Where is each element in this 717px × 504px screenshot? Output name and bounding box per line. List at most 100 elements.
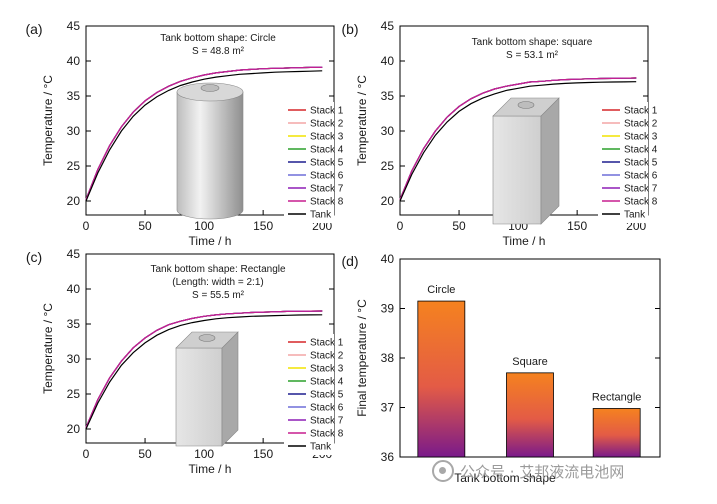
y-tick-label: 30 bbox=[381, 124, 395, 138]
legend-entry: Stack 6 bbox=[624, 171, 658, 182]
series-line-tank bbox=[85, 314, 323, 430]
series-line-stack-8 bbox=[85, 310, 323, 428]
legend-entry: Stack 7 bbox=[310, 416, 344, 427]
y-tick-label: 45 bbox=[381, 19, 395, 33]
x-tick-label: 50 bbox=[138, 219, 152, 233]
annotation-line-2: (Length: width = 2:1) bbox=[172, 277, 263, 288]
y-tick-label: 35 bbox=[67, 317, 81, 331]
legend: Stack 1 Stack 2 Stack 3 Stack 4 Stack 5 Stack… bbox=[284, 102, 344, 223]
y-tick-label: 25 bbox=[381, 159, 395, 173]
chart-panel-d: (d) 36 37 38 39 40 Final temperature / °C Circl… bbox=[341, 252, 661, 485]
x-tick-label: 50 bbox=[138, 447, 152, 461]
legend-entry: Tank bbox=[310, 210, 332, 221]
bar-label: Circle bbox=[427, 284, 455, 296]
y-tick-label: 39 bbox=[381, 302, 395, 316]
chart-panel-c: (c) 20 25 30 35 40 45 Temperature / °C 0 50 100 150… bbox=[26, 247, 344, 476]
tank-port bbox=[517, 101, 535, 109]
legend-entry: Stack 1 bbox=[310, 338, 344, 349]
legend-entry: Stack 5 bbox=[310, 158, 344, 169]
x-tick-label: 0 bbox=[83, 447, 90, 461]
wechat-logo-icon bbox=[432, 460, 454, 482]
x-axis-label: Time / h bbox=[503, 234, 546, 248]
legend-entry: Stack 3 bbox=[624, 132, 658, 143]
panel-label: (a) bbox=[25, 21, 42, 37]
tank-illustration bbox=[492, 97, 560, 225]
legend: Stack 1 Stack 2 Stack 3 Stack 4 Stack 5 Stack… bbox=[598, 102, 658, 223]
legend-entry: Stack 8 bbox=[310, 197, 344, 208]
series-line-tank bbox=[85, 70, 323, 202]
y-tick-label: 25 bbox=[67, 387, 81, 401]
annotation-shape: Tank bottom shape: square bbox=[472, 37, 593, 48]
y-tick-label: 45 bbox=[67, 19, 81, 33]
tank-side bbox=[540, 97, 560, 225]
tank-front bbox=[175, 347, 223, 447]
annotation-line-3: S = 55.5 m² bbox=[192, 290, 245, 301]
y-axis-label: Temperature / °C bbox=[41, 75, 55, 166]
y-tick-label: 40 bbox=[381, 54, 395, 68]
annotation-shape: Tank bottom shape: Rectangle bbox=[150, 264, 286, 275]
y-axis-label: Temperature / °C bbox=[41, 303, 55, 394]
legend-entry: Stack 6 bbox=[310, 403, 344, 414]
series-line-tank bbox=[399, 81, 637, 202]
bar-label: Square bbox=[512, 356, 547, 368]
y-tick-label: 40 bbox=[67, 282, 81, 296]
legend-entry: Stack 5 bbox=[310, 390, 344, 401]
y-tick-label: 36 bbox=[381, 450, 395, 464]
bar-rectangle bbox=[592, 408, 641, 458]
x-tick-label: 50 bbox=[452, 219, 466, 233]
bar-circle bbox=[417, 300, 466, 458]
legend-entry: Stack 4 bbox=[624, 145, 658, 156]
tank-front bbox=[492, 115, 542, 225]
panel-label: (c) bbox=[26, 249, 42, 265]
y-tick-label: 35 bbox=[381, 89, 395, 103]
y-tick-label: 20 bbox=[381, 194, 395, 208]
y-tick-label: 40 bbox=[381, 252, 395, 266]
tank-port bbox=[198, 334, 216, 342]
panel-label: (d) bbox=[341, 253, 358, 269]
legend-entry: Stack 2 bbox=[310, 119, 344, 130]
legend-entry: Stack 6 bbox=[310, 171, 344, 182]
x-tick-label: 100 bbox=[194, 219, 214, 233]
x-tick-label: 150 bbox=[253, 219, 273, 233]
y-tick-label: 20 bbox=[67, 422, 81, 436]
x-tick-label: 0 bbox=[83, 219, 90, 233]
tank-body bbox=[176, 91, 244, 220]
y-tick-label: 30 bbox=[67, 124, 81, 138]
legend-entry: Stack 8 bbox=[624, 197, 658, 208]
x-tick-label: 100 bbox=[194, 447, 214, 461]
tank-port bbox=[200, 84, 220, 92]
bar-square bbox=[506, 372, 554, 458]
legend-entry: Stack 3 bbox=[310, 132, 344, 143]
tank-top bbox=[176, 82, 244, 102]
y-tick-label: 20 bbox=[67, 194, 81, 208]
tank-illustration bbox=[175, 331, 239, 447]
legend-entry: Stack 7 bbox=[624, 184, 658, 195]
legend-entry: Stack 1 bbox=[310, 106, 344, 117]
y-tick-label: 25 bbox=[67, 159, 81, 173]
y-axis-label: Temperature / °C bbox=[355, 75, 369, 166]
legend-entry: Stack 2 bbox=[624, 119, 658, 130]
legend-entry: Stack 4 bbox=[310, 377, 344, 388]
x-axis-label: Time / h bbox=[189, 234, 232, 248]
tank-side bbox=[221, 331, 239, 447]
y-tick-label: 37 bbox=[381, 401, 395, 415]
legend-entry: Stack 1 bbox=[624, 106, 658, 117]
series-line-stack-8 bbox=[399, 77, 637, 200]
legend-entry: Stack 7 bbox=[310, 184, 344, 195]
annotation-line-2: S = 48.8 m² bbox=[192, 46, 245, 57]
y-tick-label: 35 bbox=[67, 89, 81, 103]
legend-entry: Stack 2 bbox=[310, 351, 344, 362]
legend-entry: Stack 5 bbox=[624, 158, 658, 169]
x-tick-label: 0 bbox=[397, 219, 404, 233]
watermark-text: 公众号 · 艾邦液流电池网 bbox=[460, 462, 625, 481]
chart-panel-a: (a) 20 25 30 35 40 45 Temperature / °C 0 50 100 150… bbox=[25, 19, 343, 248]
tank-illustration bbox=[176, 82, 244, 220]
x-tick-label: 150 bbox=[567, 219, 587, 233]
y-tick-label: 45 bbox=[67, 247, 81, 261]
x-tick-label: 150 bbox=[253, 447, 273, 461]
watermark: 公众号 · 艾邦液流电池网 bbox=[432, 456, 712, 486]
legend-entry: Stack 3 bbox=[310, 364, 344, 375]
legend-entry: Tank bbox=[310, 442, 332, 453]
